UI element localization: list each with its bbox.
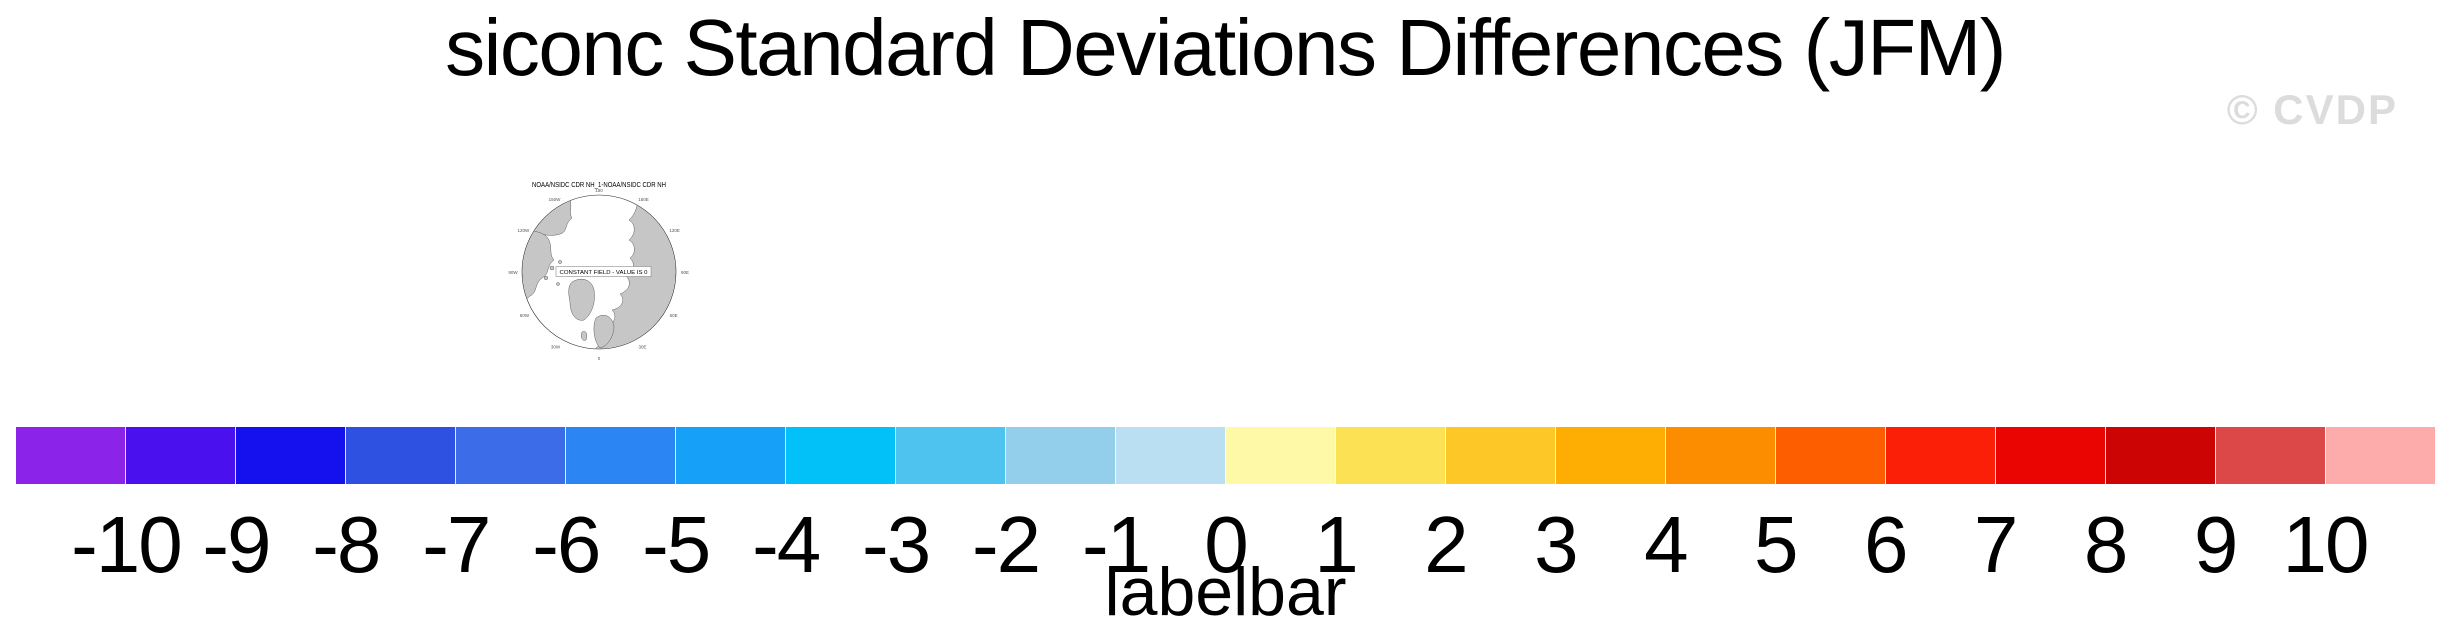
labelbar-cell — [1665, 427, 1775, 484]
labelbar-cell — [345, 427, 455, 484]
labelbar-cell — [1335, 427, 1445, 484]
labelbar-cell — [1555, 427, 1665, 484]
lon-label-180: 180 — [595, 188, 603, 193]
labelbar-cell — [565, 427, 675, 484]
labelbar-cell — [785, 427, 895, 484]
tick-label: 9 — [2193, 500, 2238, 589]
constant-field-box: CONSTANT FIELD - VALUE IS 0 — [555, 266, 652, 277]
lon-label-30w: 30W — [551, 345, 561, 350]
lon-label-60w: 60W — [520, 313, 530, 318]
labelbar-colorbar — [16, 427, 2435, 484]
labelbar-cell — [1885, 427, 1995, 484]
labelbar-cell — [16, 427, 125, 484]
lon-label-150e: 150E — [638, 197, 649, 202]
labelbar-cell — [675, 427, 785, 484]
tick-label: -2 — [972, 500, 1041, 589]
tick-label: 3 — [1534, 500, 1578, 589]
labelbar-cell — [235, 427, 345, 484]
tick-label: -10 — [71, 500, 183, 589]
tick-label: -4 — [752, 500, 821, 589]
tick-label: 4 — [1644, 500, 1688, 589]
island-dot — [558, 260, 562, 264]
tick-label: -1 — [1081, 500, 1151, 589]
labelbar-cell — [455, 427, 565, 484]
lon-label-0: 0 — [598, 356, 601, 361]
labelbar-cell — [2105, 427, 2215, 484]
tick-label: -6 — [532, 500, 601, 589]
tick-label: 0 — [1204, 500, 1248, 589]
labelbar-cell — [1225, 427, 1335, 484]
tick-label: -7 — [422, 500, 491, 589]
map-title: NOAA/NSIDC CDR NH_1-NOAA/NSIDC CDR NH — [532, 182, 666, 189]
island-dot — [549, 265, 555, 271]
lon-label-150w: 150W — [549, 197, 562, 202]
landmass-greenland — [568, 279, 595, 321]
labelbar-cell — [1115, 427, 1225, 484]
tick-label: 7 — [1973, 500, 2018, 589]
page-title: siconc Standard Deviations Differences (… — [445, 3, 2006, 92]
landmass-scandinavia — [593, 315, 615, 349]
lon-label-90w: 90W — [508, 270, 518, 275]
labelbar-cell — [1445, 427, 1555, 484]
labelbar-cell — [125, 427, 235, 484]
landmass-british-isles — [580, 331, 588, 341]
tick-label: 10 — [2282, 500, 2370, 589]
labelbar-cell — [2215, 427, 2325, 484]
polar-map: NOAA/NSIDC CDR NH_1-NOAA/NSIDC CDR NH 18… — [508, 182, 689, 361]
tick-label: 8 — [2083, 500, 2128, 589]
tick-label: 6 — [1863, 500, 1908, 589]
lon-label-30e: 30E — [638, 345, 646, 350]
labelbar-cell — [1005, 427, 1115, 484]
island-dot — [556, 282, 560, 286]
tick-label: -5 — [642, 500, 711, 589]
labelbar-tick-row: -10 -9 -8 -7 -6 -5 -4 -3 -2 -1 0 1 2 3 4… — [16, 505, 2435, 591]
tick-label: 1 — [1314, 500, 1358, 589]
labelbar-cell — [2325, 427, 2435, 484]
tick-label: -3 — [862, 500, 931, 589]
tick-label: -8 — [312, 500, 381, 589]
labelbar-caption: labelbar — [1104, 554, 1347, 630]
polar-map-panel: NOAA/NSIDC CDR NH_1-NOAA/NSIDC CDR NH 18… — [488, 170, 728, 385]
labelbar-cell — [1775, 427, 1885, 484]
cvdp-watermark: © CVDP — [2226, 86, 2398, 133]
constant-field-note: CONSTANT FIELD - VALUE IS 0 — [560, 270, 648, 276]
labelbar-cell — [895, 427, 1005, 484]
island-dot — [543, 275, 549, 281]
lon-label-60e: 60E — [670, 313, 678, 318]
tick-label: -9 — [202, 500, 271, 589]
labelbar-cell — [1995, 427, 2105, 484]
lon-label-120w: 120W — [518, 228, 531, 233]
lon-label-120e: 120E — [669, 228, 680, 233]
tick-label: 2 — [1424, 500, 1468, 589]
lon-label-90e: 90E — [681, 270, 689, 275]
tick-label: 5 — [1754, 500, 1798, 589]
